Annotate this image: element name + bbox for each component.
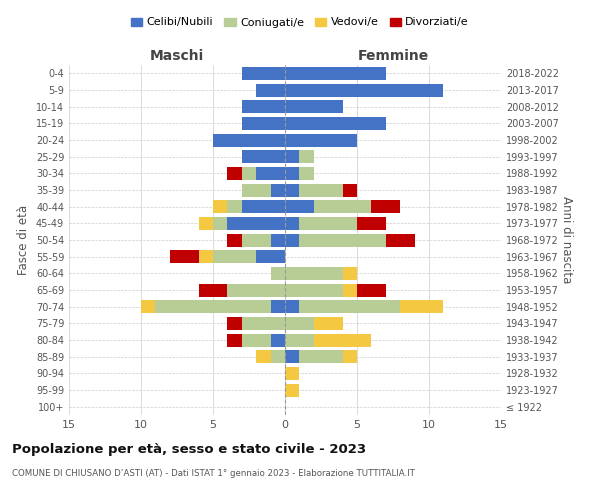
Bar: [155, 300, 271, 313]
Bar: [285, 100, 343, 113]
Bar: [199, 284, 227, 296]
Bar: [242, 234, 271, 246]
Bar: [242, 117, 285, 130]
Bar: [227, 200, 242, 213]
Bar: [271, 234, 285, 246]
Bar: [227, 217, 285, 230]
Bar: [285, 150, 299, 163]
Bar: [285, 67, 386, 80]
Bar: [285, 384, 299, 396]
Bar: [285, 267, 343, 280]
Bar: [199, 217, 213, 230]
Text: Femmine: Femmine: [358, 48, 428, 62]
Bar: [343, 267, 357, 280]
Bar: [213, 217, 227, 230]
Bar: [170, 250, 199, 263]
Bar: [213, 200, 227, 213]
Bar: [357, 284, 386, 296]
Bar: [371, 200, 400, 213]
Bar: [256, 167, 285, 180]
Bar: [357, 217, 386, 230]
Bar: [213, 250, 256, 263]
Bar: [285, 317, 314, 330]
Bar: [271, 334, 285, 346]
Bar: [256, 250, 285, 263]
Bar: [227, 284, 285, 296]
Bar: [242, 200, 285, 213]
Bar: [285, 367, 299, 380]
Bar: [227, 234, 242, 246]
Bar: [242, 334, 271, 346]
Bar: [285, 134, 357, 146]
Bar: [314, 200, 371, 213]
Bar: [285, 167, 299, 180]
Bar: [285, 200, 314, 213]
Bar: [314, 317, 343, 330]
Bar: [299, 184, 343, 196]
Bar: [285, 217, 299, 230]
Y-axis label: Anni di nascita: Anni di nascita: [560, 196, 573, 284]
Bar: [285, 334, 314, 346]
Bar: [256, 350, 271, 363]
Bar: [299, 217, 357, 230]
Bar: [242, 184, 271, 196]
Bar: [242, 317, 285, 330]
Text: COMUNE DI CHIUSANO D’ASTI (AT) - Dati ISTAT 1° gennaio 2023 - Elaborazione TUTTI: COMUNE DI CHIUSANO D’ASTI (AT) - Dati IS…: [12, 469, 415, 478]
Y-axis label: Fasce di età: Fasce di età: [17, 205, 30, 275]
Bar: [271, 300, 285, 313]
Bar: [242, 100, 285, 113]
Bar: [242, 167, 256, 180]
Bar: [285, 117, 386, 130]
Bar: [343, 350, 357, 363]
Bar: [256, 84, 285, 96]
Text: Popolazione per età, sesso e stato civile - 2023: Popolazione per età, sesso e stato civil…: [12, 442, 366, 456]
Bar: [141, 300, 155, 313]
Bar: [314, 334, 371, 346]
Bar: [343, 184, 357, 196]
Bar: [271, 184, 285, 196]
Bar: [227, 167, 242, 180]
Text: Maschi: Maschi: [150, 48, 204, 62]
Bar: [285, 184, 299, 196]
Bar: [299, 300, 400, 313]
Bar: [285, 284, 343, 296]
Bar: [299, 150, 314, 163]
Legend: Celibi/Nubili, Coniugati/e, Vedovi/e, Divorziati/e: Celibi/Nubili, Coniugati/e, Vedovi/e, Di…: [127, 13, 473, 32]
Bar: [227, 334, 242, 346]
Bar: [299, 234, 386, 246]
Bar: [299, 167, 314, 180]
Bar: [386, 234, 415, 246]
Bar: [242, 150, 285, 163]
Bar: [227, 317, 242, 330]
Bar: [285, 350, 299, 363]
Bar: [285, 234, 299, 246]
Bar: [199, 250, 213, 263]
Bar: [213, 134, 285, 146]
Bar: [299, 350, 343, 363]
Bar: [242, 67, 285, 80]
Bar: [343, 284, 357, 296]
Bar: [285, 300, 299, 313]
Bar: [271, 350, 285, 363]
Bar: [285, 84, 443, 96]
Bar: [400, 300, 443, 313]
Bar: [271, 267, 285, 280]
